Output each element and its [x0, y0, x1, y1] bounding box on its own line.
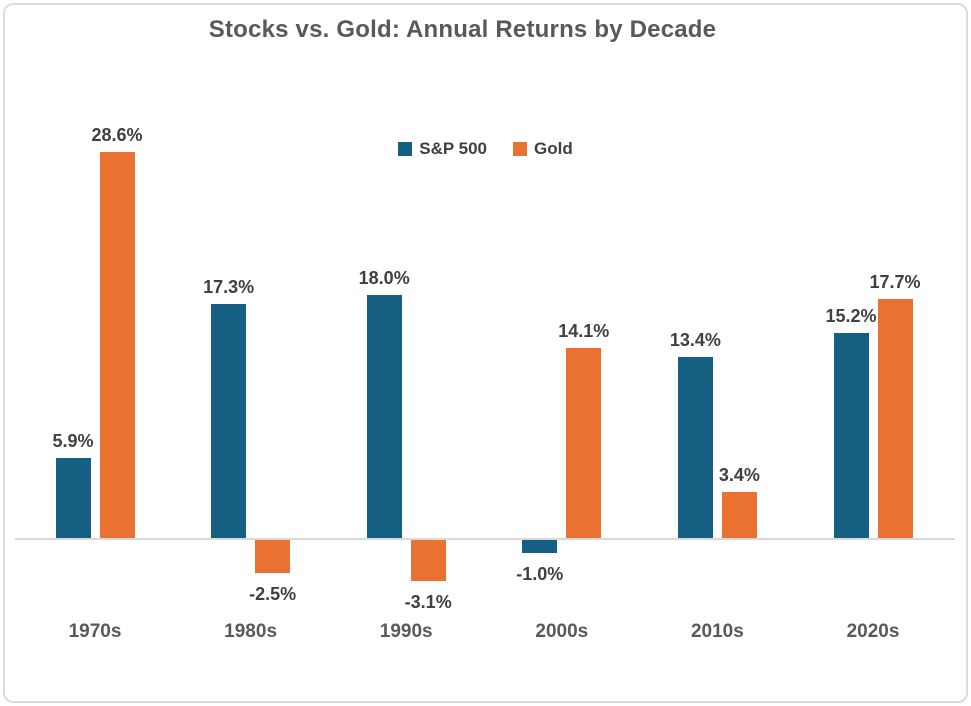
value-label-gold-1990s: -3.1%	[404, 592, 452, 613]
bar-sp500-2000s	[522, 539, 558, 553]
category-label-2000s: 2000s	[535, 621, 589, 642]
legend-swatch-sp500	[398, 142, 413, 156]
bar-gold-1980s	[255, 539, 291, 574]
value-label-sp500-2010s: 13.4%	[669, 330, 721, 351]
bar-gold-2020s	[877, 299, 913, 538]
bar-sp500-2010s	[677, 357, 713, 538]
legend-label-sp500: S&P 500	[419, 139, 487, 158]
legend-item-gold: Gold	[513, 139, 573, 159]
value-label-gold-1980s: -2.5%	[249, 584, 297, 605]
bar-sp500-1970s	[55, 458, 91, 538]
category-label-1970s: 1970s	[68, 621, 122, 642]
value-label-sp500-2020s: 15.2%	[825, 305, 877, 326]
legend-swatch-gold	[513, 142, 527, 156]
bar-sp500-2020s	[833, 332, 869, 538]
category-label-1980s: 1980s	[224, 621, 278, 642]
value-label-sp500-1990s: 18.0%	[358, 268, 410, 288]
bar-gold-2010s	[721, 492, 757, 538]
legend-item-sp500: S&P 500	[398, 139, 487, 159]
value-label-sp500-1980s: 17.3%	[203, 277, 255, 298]
category-label-1990s: 1990s	[379, 621, 433, 642]
bar-gold-1970s	[99, 151, 135, 538]
bar-sp500-1990s	[366, 295, 402, 538]
category-label-2020s: 2020s	[846, 621, 900, 642]
value-label-gold-2010s: 3.4%	[718, 465, 760, 486]
x-axis-line	[15, 538, 955, 540]
bar-gold-2000s	[566, 347, 602, 538]
bar-sp500-1980s	[211, 304, 247, 538]
value-label-sp500-2000s: -1.0%	[516, 564, 564, 584]
bar-gold-1990s	[410, 539, 446, 582]
category-label-2010s: 2010s	[690, 621, 744, 642]
value-label-gold-2000s: 14.1%	[558, 320, 610, 341]
value-label-gold-1970s: 28.6%	[91, 124, 143, 145]
legend: S&P 500 Gold	[0, 139, 971, 159]
value-label-sp500-1970s: 5.9%	[52, 431, 94, 452]
legend-label-gold: Gold	[534, 139, 573, 158]
chart-title: Stocks vs. Gold: Annual Returns by Decad…	[208, 16, 717, 43]
value-label-gold-2020s: 17.7%	[869, 272, 921, 293]
